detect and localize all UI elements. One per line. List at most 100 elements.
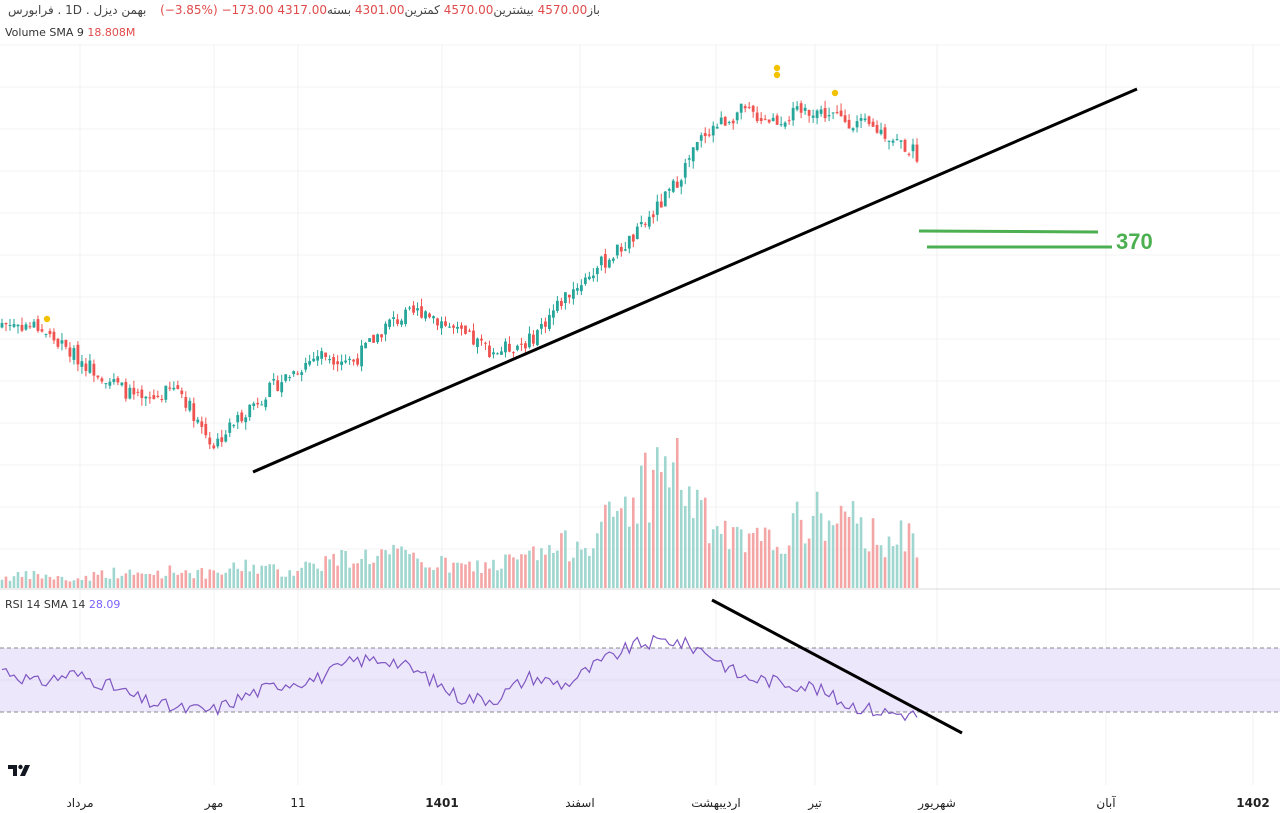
- candle-body: [232, 425, 236, 427]
- volume-bar: [40, 578, 44, 588]
- volume-bar: [192, 578, 196, 588]
- dividend-marker: [43, 315, 51, 323]
- candle-body: [60, 340, 64, 344]
- candle-body: [591, 275, 595, 279]
- candle-body: [871, 121, 875, 127]
- time-label-1402: 1402: [1236, 796, 1270, 810]
- candle-body: [775, 115, 779, 125]
- candle-body: [400, 320, 403, 325]
- volume-bar: [560, 533, 563, 588]
- time-label-aban: آبان: [1096, 796, 1116, 810]
- time-label-ordibehesht: اردیبهشت: [691, 796, 741, 810]
- volume-bar: [871, 518, 875, 588]
- tradingview-logo[interactable]: [6, 760, 34, 780]
- volume-bar: [480, 572, 483, 588]
- volume-legend-label: Volume SMA 9: [5, 26, 84, 39]
- volume-bar: [296, 571, 299, 588]
- volume-bar: [448, 572, 451, 588]
- time-label-1401: 1401: [425, 796, 459, 810]
- volume-bar: [488, 568, 491, 588]
- volume-bar: [600, 521, 603, 588]
- volume-bar: [116, 578, 120, 588]
- candle-body: [623, 249, 627, 251]
- volume-bar: [304, 561, 307, 588]
- candle-body: [551, 310, 555, 318]
- volume-bar: [424, 567, 427, 588]
- candle-body: [512, 352, 515, 354]
- candle-body: [651, 214, 655, 218]
- candle-body: [192, 403, 196, 421]
- volume-bar: [899, 520, 903, 588]
- candle-body: [615, 244, 619, 256]
- candle-body: [879, 129, 883, 134]
- candle-body: [460, 325, 463, 329]
- candle-body: [635, 226, 639, 240]
- candle-body: [763, 118, 767, 120]
- volume-bar: [176, 574, 180, 588]
- volume-bar: [16, 572, 20, 588]
- volume-bar: [232, 562, 236, 588]
- volume-bar: [32, 570, 36, 588]
- candle-body: [703, 133, 707, 137]
- candle-body: [835, 112, 839, 114]
- volume-legend[interactable]: Volume SMA 9 18.808M: [5, 26, 135, 39]
- candle-body: [64, 339, 68, 347]
- level-line-upper: [918, 229, 1099, 234]
- volume-bar: [667, 487, 671, 588]
- candle-body: [384, 323, 387, 335]
- candle-body: [380, 334, 383, 338]
- volume-bar: [512, 557, 515, 588]
- candle-body: [599, 256, 603, 266]
- timeframe: 1D: [65, 3, 83, 17]
- candle-body: [112, 379, 116, 383]
- volume-bar: [180, 572, 184, 588]
- candle-body: [244, 417, 248, 423]
- volume-bar: [280, 576, 283, 588]
- volume-bar: [839, 505, 843, 588]
- candle-body: [899, 140, 903, 142]
- volume-bar: [663, 456, 667, 588]
- change-value: −173.00: [221, 3, 274, 17]
- candle-body: [859, 118, 863, 121]
- candle-body: [252, 403, 256, 406]
- volume-bar: [412, 552, 415, 588]
- volume-bar: [260, 565, 264, 588]
- candle-body: [392, 317, 395, 319]
- symbol-name: بهمن دیزل: [93, 3, 147, 17]
- volume-bar: [136, 572, 140, 588]
- candle-body: [555, 300, 559, 311]
- candle-body: [40, 329, 44, 332]
- candle-body: [567, 294, 571, 298]
- candle-body: [891, 140, 895, 143]
- volume-bar: [476, 560, 479, 588]
- volume-bar: [196, 569, 200, 588]
- candle-body: [428, 313, 431, 318]
- volume-bar: [679, 489, 683, 588]
- volume-bar: [508, 554, 511, 588]
- symbol-info[interactable]: فرابورس . 1D . بهمن دیزل: [8, 3, 147, 17]
- candle-body: [831, 112, 835, 114]
- candle-body: [20, 325, 24, 331]
- volume-bar: [875, 544, 879, 588]
- drawings[interactable]: [252, 87, 1138, 735]
- candle-body: [468, 330, 471, 332]
- rsi-legend[interactable]: RSI 14 SMA 14 28.09: [5, 598, 120, 611]
- time-label-tir: تیر: [808, 796, 822, 810]
- candle-body: [176, 385, 180, 389]
- candle-body: [124, 381, 128, 399]
- candle-body: [140, 389, 144, 399]
- volume-bar: [308, 562, 311, 588]
- candle-body: [300, 372, 304, 375]
- candle-body: [655, 201, 659, 215]
- candle-body: [456, 326, 459, 329]
- volume-bar: [651, 469, 655, 588]
- candle-body: [328, 358, 332, 361]
- volume-bar: [632, 497, 635, 588]
- volume-bar: [416, 558, 419, 588]
- volume-bar: [703, 497, 707, 588]
- volume-bar: [380, 549, 383, 588]
- candle-body: [320, 351, 324, 359]
- candle-body: [148, 397, 152, 399]
- legend-header: (−3.85%) −173.00 4317.00بسته 4301.00کمتر…: [0, 0, 600, 44]
